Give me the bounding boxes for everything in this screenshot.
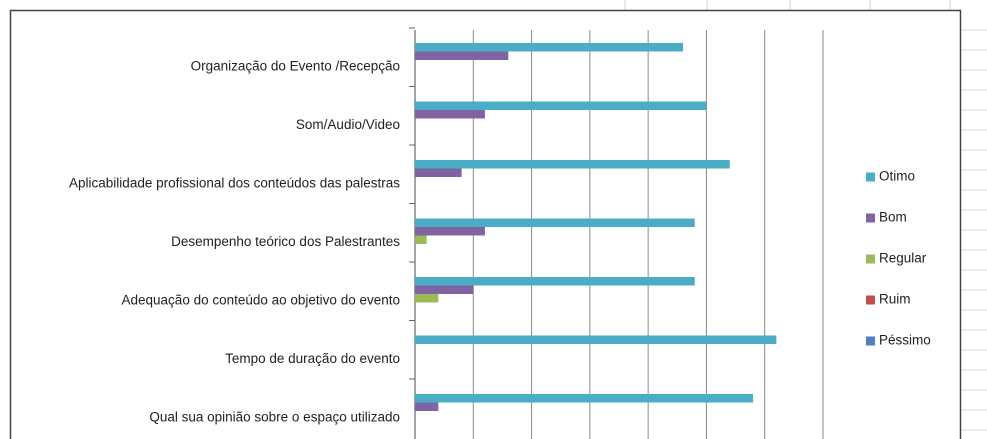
y-tick-label: Aplicabilidade profissional dos conteúdo… xyxy=(69,176,400,191)
legend-swatch xyxy=(866,254,875,264)
bar xyxy=(415,168,462,177)
sheet-grid xyxy=(624,0,987,431)
bar xyxy=(415,335,777,344)
bar xyxy=(415,294,439,303)
bar xyxy=(415,110,485,119)
bar xyxy=(415,277,695,286)
bar xyxy=(415,218,695,227)
y-tick-label: Tempo de duração do evento xyxy=(225,351,400,366)
legend-swatch xyxy=(866,295,875,305)
y-tick-label: Som/Audio/Video xyxy=(296,117,400,132)
bar xyxy=(415,227,485,236)
legend-label: Bom xyxy=(879,210,907,225)
bar xyxy=(415,235,427,244)
y-tick-label: Qual sua opinião sobre o espaço utilizad… xyxy=(149,410,400,425)
bar xyxy=(415,402,439,411)
bar xyxy=(415,160,730,169)
legend-label: Ruim xyxy=(879,292,911,307)
legend-label: Regular xyxy=(879,251,927,266)
legend-swatch xyxy=(866,336,875,346)
y-tick-label: Desempenho teórico dos Palestrantes xyxy=(171,234,400,249)
legend-swatch xyxy=(866,213,875,223)
bar xyxy=(415,51,509,60)
bar xyxy=(415,43,684,52)
y-tick-label: Adequação do conteúdo ao objetivo do eve… xyxy=(122,293,400,308)
bar xyxy=(415,285,474,294)
legend-label: Otimo xyxy=(879,169,915,184)
y-tick-label: Organização do Evento /Recepção xyxy=(191,59,400,74)
bar xyxy=(415,101,707,110)
legend-label: Péssimo xyxy=(879,333,931,348)
legend-swatch xyxy=(866,172,875,182)
bar xyxy=(415,394,754,403)
